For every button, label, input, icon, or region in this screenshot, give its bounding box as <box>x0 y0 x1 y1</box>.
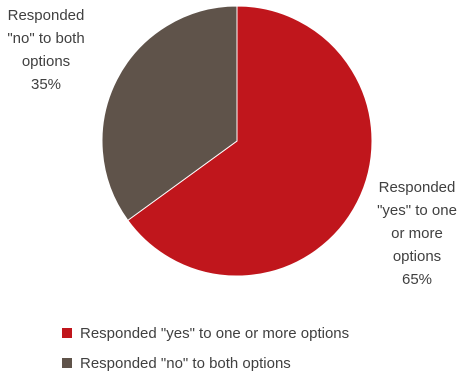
legend-label-no: Responded "no" to both options <box>80 355 291 372</box>
legend-swatch-no <box>62 358 72 368</box>
data-label-no: Responded "no" to both options 35% <box>0 4 92 96</box>
legend: Responded "yes" to one or more options R… <box>62 318 349 378</box>
pie-slices <box>102 6 372 276</box>
legend-swatch-yes <box>62 328 72 338</box>
legend-label-yes: Responded "yes" to one or more options <box>80 325 349 342</box>
legend-item-no: Responded "no" to both options <box>62 348 349 378</box>
legend-item-yes: Responded "yes" to one or more options <box>62 318 349 348</box>
data-label-yes: Responded "yes" to one or more options 6… <box>364 176 469 291</box>
